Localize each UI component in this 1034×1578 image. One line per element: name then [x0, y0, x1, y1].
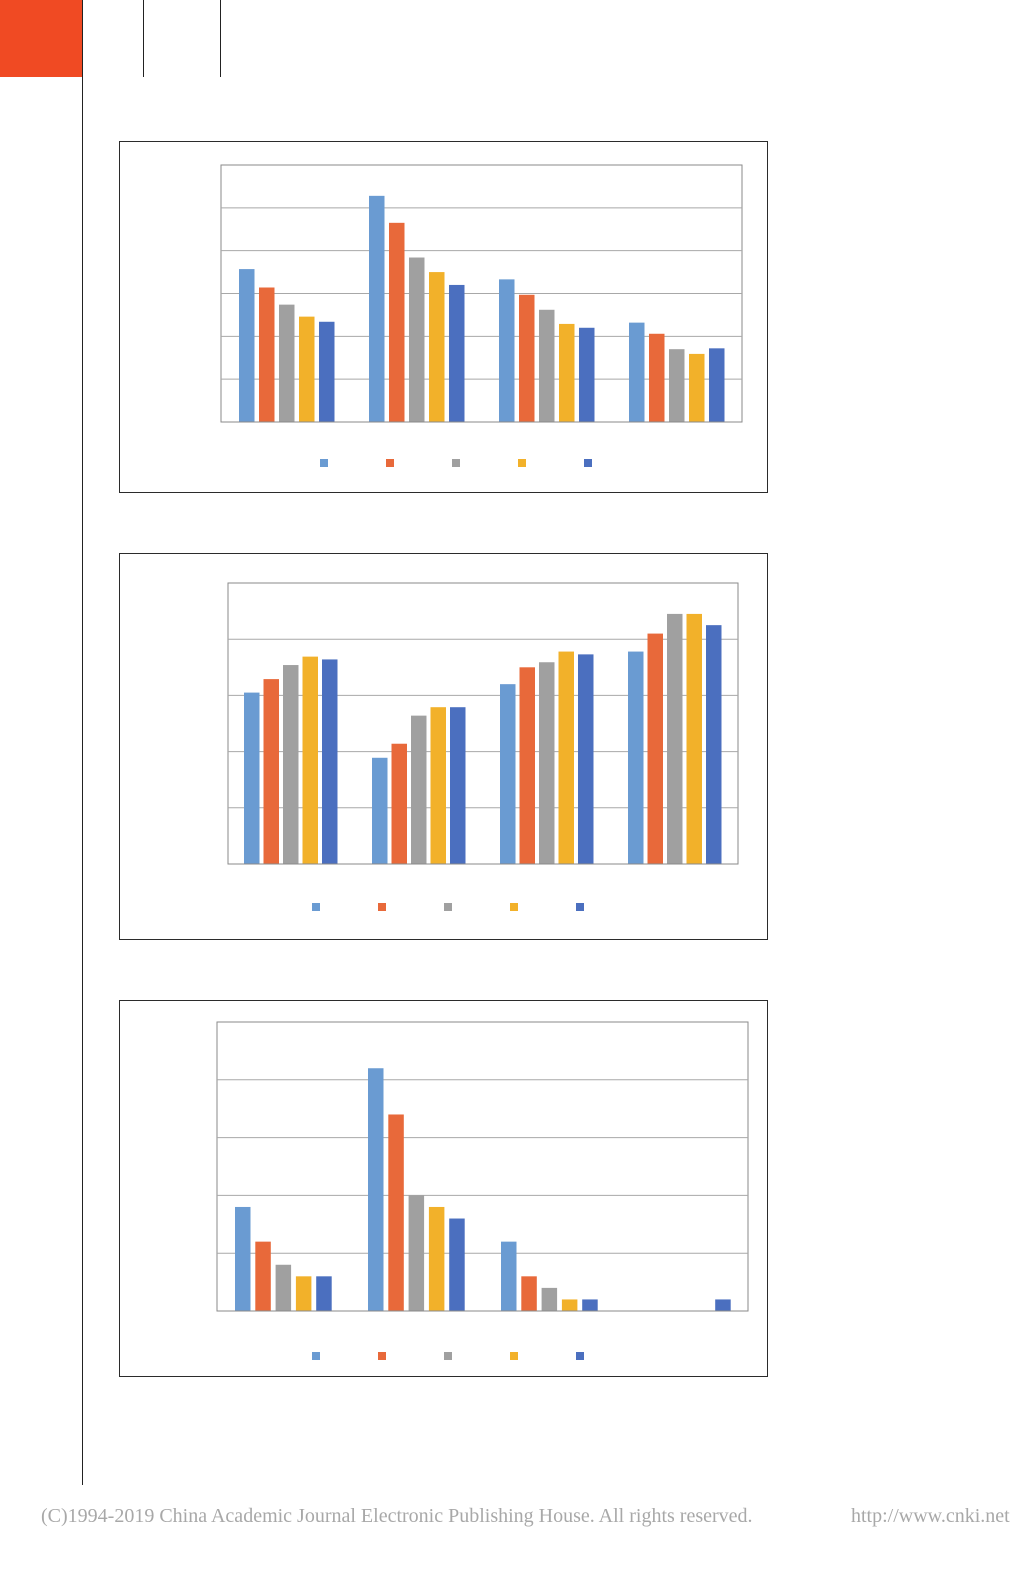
bar-series-3 [279, 304, 295, 422]
bar-series-5 [715, 1299, 731, 1311]
bar-series-4 [689, 353, 705, 422]
bar-series-5 [579, 327, 595, 422]
chart-1 [119, 141, 768, 493]
margin-rule [82, 0, 83, 1485]
header-divider-1 [143, 0, 144, 77]
chart-1-svg [220, 164, 743, 467]
bar-series-3 [283, 665, 299, 864]
legend-swatch-4 [510, 903, 518, 911]
bar-series-4 [561, 1299, 578, 1311]
bar-series-2 [259, 287, 275, 422]
bar-series-1 [368, 1068, 384, 1311]
bar-series-4 [428, 1206, 445, 1311]
bar-series-3 [669, 349, 685, 422]
bar-series-2 [388, 1114, 404, 1311]
bar-series-3 [539, 309, 555, 422]
bar-series-4 [299, 316, 315, 422]
bar-series-1 [629, 322, 645, 422]
bar-series-4 [429, 272, 445, 422]
bar-series-5 [709, 348, 725, 422]
bar-series-5 [322, 659, 338, 864]
legend-swatch-5 [576, 1352, 584, 1360]
bar-series-2 [649, 333, 665, 422]
legend-swatch-3 [452, 459, 460, 467]
legend-swatch-2 [378, 903, 386, 911]
legend-swatch-4 [510, 1352, 518, 1360]
bar-series-2 [255, 1241, 271, 1311]
bar-series-1 [235, 1206, 251, 1311]
bar-series-1 [244, 692, 260, 864]
chart-3 [119, 1000, 768, 1377]
bar-series-4 [295, 1276, 312, 1311]
bar-series-5 [316, 1276, 332, 1311]
bar-series-1 [372, 757, 388, 864]
legend-swatch-1 [312, 1352, 320, 1360]
bar-series-2 [521, 1276, 537, 1311]
footer-copyright: (C)1994-2019 China Academic Journal Elec… [41, 1505, 753, 1527]
bar-series-5 [578, 654, 594, 864]
legend-swatch-4 [518, 459, 526, 467]
bar-series-5 [706, 625, 722, 864]
bar-series-4 [559, 323, 575, 422]
legend-swatch-3 [444, 1352, 452, 1360]
bar-series-1 [500, 684, 516, 864]
bar-series-3 [411, 715, 427, 864]
bar-series-5 [449, 284, 465, 422]
header-divider-2 [220, 0, 221, 77]
bar-series-2 [519, 294, 535, 422]
bar-series-4 [430, 707, 446, 864]
bar-series-2 [647, 633, 663, 864]
bar-series-1 [499, 279, 515, 422]
plot-area-border [216, 1021, 749, 1312]
bar-series-2 [263, 679, 279, 864]
legend-swatch-2 [386, 459, 394, 467]
bar-series-3 [275, 1264, 292, 1311]
bar-series-1 [239, 269, 255, 422]
bar-series-5 [582, 1299, 598, 1311]
bar-series-3 [541, 1287, 558, 1311]
legend-swatch-5 [584, 459, 592, 467]
chart-3-svg [216, 1021, 749, 1360]
footer-url: http://www.cnki.net [851, 1505, 1010, 1527]
bar-series-3 [667, 613, 683, 864]
bar-series-3 [409, 257, 425, 422]
bar-series-4 [686, 613, 702, 864]
legend-swatch-2 [378, 1352, 386, 1360]
bar-series-4 [558, 651, 574, 864]
bar-series-2 [389, 222, 405, 422]
bar-series-5 [319, 321, 335, 422]
bar-series-1 [628, 651, 644, 864]
legend-swatch-1 [320, 459, 328, 467]
legend-swatch-5 [576, 903, 584, 911]
chart-2 [119, 553, 768, 940]
bar-series-1 [501, 1241, 517, 1311]
bar-series-5 [449, 1218, 465, 1311]
bar-series-3 [408, 1195, 425, 1311]
bar-series-3 [539, 662, 555, 864]
legend-swatch-1 [312, 903, 320, 911]
chart-2-svg [227, 582, 739, 911]
bar-series-4 [302, 656, 318, 864]
bar-series-5 [450, 707, 466, 864]
bar-series-1 [369, 195, 385, 422]
corner-accent-block [0, 0, 83, 77]
bar-series-2 [519, 667, 535, 864]
legend-swatch-3 [444, 903, 452, 911]
bar-series-2 [391, 743, 407, 864]
